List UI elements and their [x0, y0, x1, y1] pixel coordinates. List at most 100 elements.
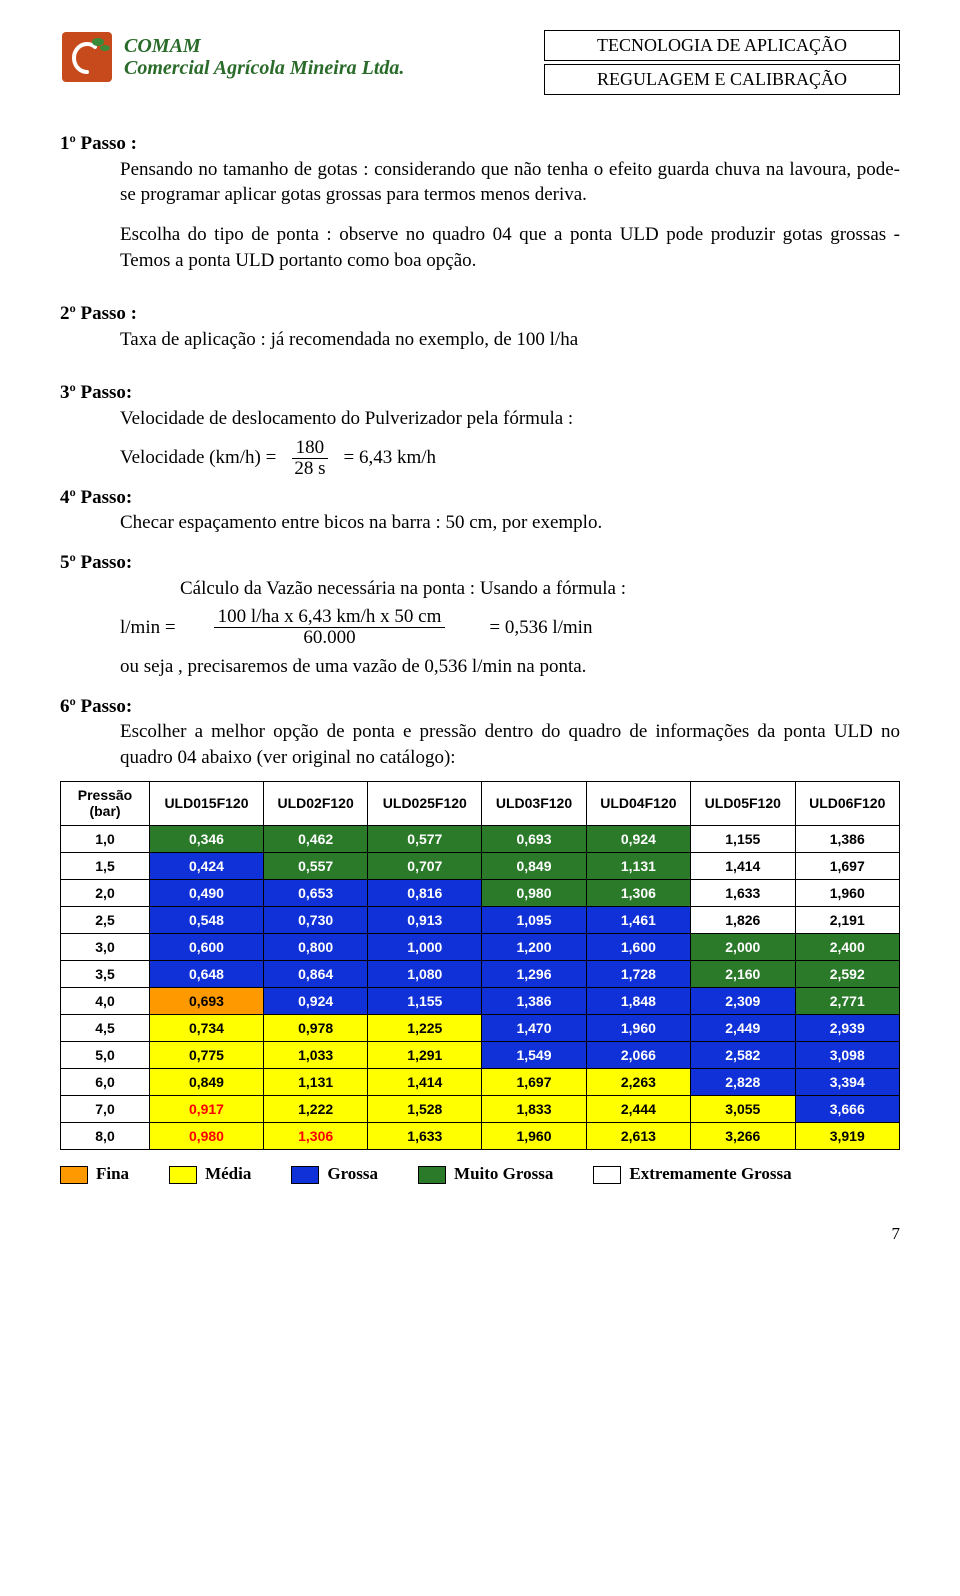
value-cell: 0,913	[368, 907, 482, 934]
value-cell: 1,386	[482, 988, 586, 1015]
value-cell: 0,849	[150, 1069, 264, 1096]
passo5-result: = 0,536 l/min	[489, 615, 592, 641]
passo1-para1: Pensando no tamanho de gotas : considera…	[60, 157, 900, 208]
page-number: 7	[60, 1224, 900, 1244]
table-row: 4,50,7340,9781,2251,4701,9602,4492,939	[61, 1015, 900, 1042]
value-cell: 1,200	[482, 934, 586, 961]
table-row: 2,00,4900,6530,8160,9801,3061,6331,960	[61, 880, 900, 907]
legend-swatch	[593, 1166, 621, 1184]
company-line1: COMAM	[124, 35, 404, 57]
value-cell: 2,771	[795, 988, 900, 1015]
legend-item: Grossa	[291, 1164, 378, 1184]
passo3-text: Velocidade de deslocamento do Pulverizad…	[60, 406, 900, 432]
legend-swatch	[169, 1166, 197, 1184]
company-name: COMAM Comercial Agrícola Mineira Ltda.	[124, 35, 404, 79]
value-cell: 0,653	[263, 880, 367, 907]
value-cell: 1,633	[368, 1123, 482, 1150]
legend-label: Média	[205, 1164, 251, 1183]
pressure-cell: 6,0	[61, 1069, 150, 1096]
value-cell: 2,191	[795, 907, 900, 934]
passo2-text: Taxa de aplicação : já recomendada no ex…	[60, 327, 900, 353]
header-title-boxes: TECNOLOGIA DE APLICAÇÃO REGULAGEM E CALI…	[544, 30, 900, 95]
passo5-tail: ou seja , precisaremos de uma vazão de 0…	[60, 654, 900, 680]
value-cell: 3,666	[795, 1096, 900, 1123]
value-cell: 0,707	[368, 853, 482, 880]
passo5-num: 100 l/ha x 6,43 km/h x 50 cm	[214, 607, 446, 628]
pressure-cell: 8,0	[61, 1123, 150, 1150]
table-row: 2,50,5480,7300,9131,0951,4611,8262,191	[61, 907, 900, 934]
legend-label: Muito Grossa	[454, 1164, 553, 1183]
legend-swatch	[291, 1166, 319, 1184]
passo4-text: Checar espaçamento entre bicos na barra …	[60, 510, 900, 536]
passo3-result: = 6,43 km/h	[344, 445, 437, 471]
value-cell: 1,960	[482, 1123, 586, 1150]
value-cell: 2,613	[586, 1123, 690, 1150]
value-cell: 1,306	[263, 1123, 367, 1150]
passo4-title: 4º Passo:	[60, 487, 132, 508]
passo3-fraction: 180 28 s	[290, 438, 329, 479]
value-cell: 2,449	[691, 1015, 795, 1042]
legend-item: Fina	[60, 1164, 129, 1184]
value-cell: 0,924	[586, 826, 690, 853]
pressure-cell: 1,0	[61, 826, 150, 853]
header-box-2: REGULAGEM E CALIBRAÇÃO	[544, 64, 900, 95]
value-cell: 0,424	[150, 853, 264, 880]
passo5-den: 60.000	[299, 628, 359, 648]
uld-table: Pressão (bar) ULD015F120 ULD02F120 ULD02…	[60, 781, 900, 1151]
value-cell: 2,939	[795, 1015, 900, 1042]
value-cell: 2,160	[691, 961, 795, 988]
value-cell: 1,131	[263, 1069, 367, 1096]
pressure-cell: 4,5	[61, 1015, 150, 1042]
passo-5: 5º Passo: Cálculo da Vazão necessária na…	[60, 550, 900, 680]
value-cell: 1,528	[368, 1096, 482, 1123]
value-cell: 0,693	[482, 826, 586, 853]
pressure-cell: 3,5	[61, 961, 150, 988]
value-cell: 1,306	[586, 880, 690, 907]
value-cell: 1,131	[586, 853, 690, 880]
th-col-6: ULD06F120	[795, 781, 900, 826]
table-row: 8,00,9801,3061,6331,9602,6133,2663,919	[61, 1123, 900, 1150]
value-cell: 3,098	[795, 1042, 900, 1069]
value-cell: 1,000	[368, 934, 482, 961]
value-cell: 0,730	[263, 907, 367, 934]
passo5-formula-label: l/min =	[120, 615, 176, 641]
legend-item: Extremamente Grossa	[593, 1164, 791, 1184]
value-cell: 0,800	[263, 934, 367, 961]
passo1-title: 1º Passo :	[60, 133, 137, 154]
value-cell: 1,095	[482, 907, 586, 934]
company-logo-icon	[60, 30, 114, 84]
value-cell: 0,648	[150, 961, 264, 988]
pressure-cell: 2,5	[61, 907, 150, 934]
legend-item: Muito Grossa	[418, 1164, 553, 1184]
value-cell: 0,734	[150, 1015, 264, 1042]
passo5-formula: l/min = 100 l/ha x 6,43 km/h x 50 cm 60.…	[60, 607, 900, 648]
legend: Fina Média Grossa Muito Grossa Extremamente …	[60, 1164, 900, 1184]
passo-3: 3º Passo: Velocidade de deslocamento do …	[60, 380, 900, 478]
value-cell: 0,864	[263, 961, 367, 988]
table-row: 4,00,6930,9241,1551,3861,8482,3092,771	[61, 988, 900, 1015]
value-cell: 1,414	[368, 1069, 482, 1096]
value-cell: 0,849	[482, 853, 586, 880]
value-cell: 1,960	[586, 1015, 690, 1042]
value-cell: 1,960	[795, 880, 900, 907]
value-cell: 2,592	[795, 961, 900, 988]
value-cell: 0,577	[368, 826, 482, 853]
pressure-cell: 1,5	[61, 853, 150, 880]
value-cell: 0,775	[150, 1042, 264, 1069]
passo1-para2: Escolha do tipo de ponta : observe no qu…	[60, 222, 900, 273]
th-col-2: ULD025F120	[368, 781, 482, 826]
value-cell: 3,266	[691, 1123, 795, 1150]
passo6-title: 6º Passo:	[60, 696, 132, 717]
value-cell: 1,697	[482, 1069, 586, 1096]
value-cell: 2,309	[691, 988, 795, 1015]
value-cell: 1,461	[586, 907, 690, 934]
value-cell: 1,155	[691, 826, 795, 853]
value-cell: 1,291	[368, 1042, 482, 1069]
passo6-text: Escolher a melhor opção de ponta e press…	[60, 719, 900, 770]
value-cell: 0,557	[263, 853, 367, 880]
value-cell: 0,548	[150, 907, 264, 934]
value-cell: 1,728	[586, 961, 690, 988]
legend-label: Extremamente Grossa	[629, 1164, 791, 1183]
table-row: 7,00,9171,2221,5281,8332,4443,0553,666	[61, 1096, 900, 1123]
pressure-cell: 3,0	[61, 934, 150, 961]
